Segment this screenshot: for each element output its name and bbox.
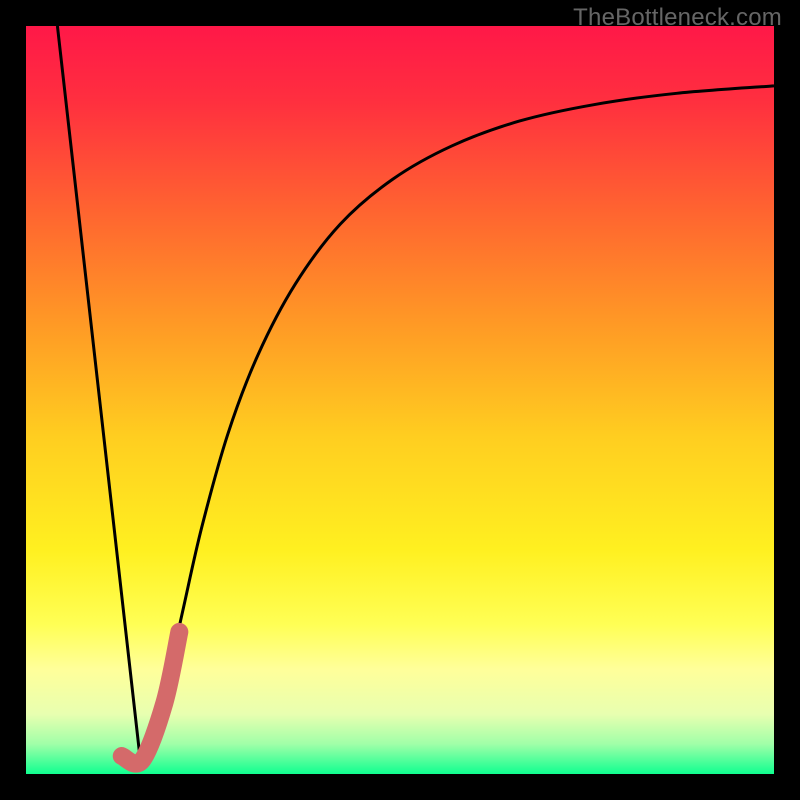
bottleneck-chart — [0, 0, 800, 800]
chart-plot-area — [26, 26, 774, 774]
chart-container: TheBottleneck.com — [0, 0, 800, 800]
watermark-text: TheBottleneck.com — [573, 4, 782, 32]
